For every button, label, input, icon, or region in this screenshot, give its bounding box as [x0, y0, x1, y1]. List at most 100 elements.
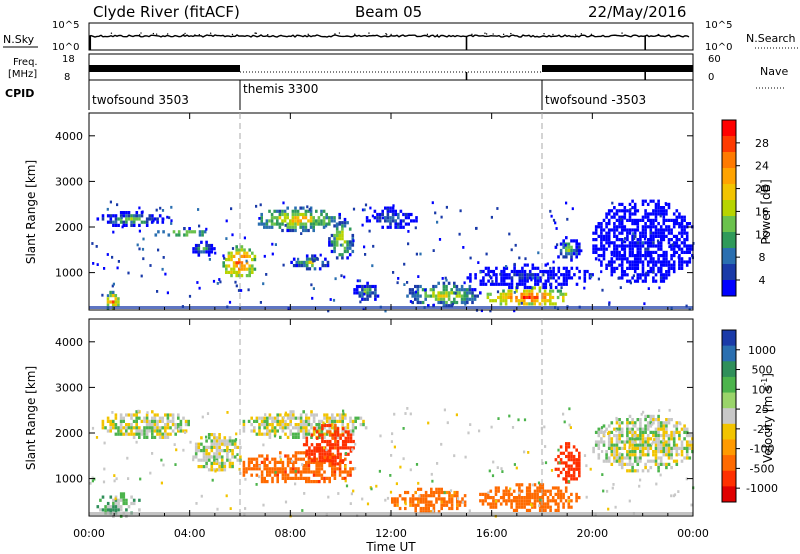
- heat-cell: [657, 231, 660, 235]
- heat-cell: [305, 449, 309, 453]
- heat-cell: [520, 505, 524, 509]
- heat-cell: [639, 453, 642, 457]
- heat-cell: [317, 216, 321, 220]
- heat-cell: [437, 497, 441, 501]
- power-ylabel: Slant Range [km]: [24, 160, 38, 264]
- heat-cell: [654, 215, 658, 219]
- heat-cell: [297, 476, 300, 480]
- power-colorbar-swatch: [722, 184, 736, 201]
- heat-cell: [497, 486, 500, 490]
- heat-cell: [557, 474, 560, 478]
- heat-cell: [138, 214, 141, 218]
- heat-cell: [654, 273, 658, 277]
- heat-cell: [164, 432, 167, 436]
- heat-cell: [536, 486, 539, 490]
- heat-cell: [546, 505, 550, 509]
- heat-cell: [613, 231, 616, 235]
- heat-cell: [618, 244, 621, 248]
- heat-cell: [289, 432, 292, 436]
- freq-trace: [89, 65, 693, 80]
- power-colorbar-swatch: [722, 280, 736, 297]
- heat-cell: [500, 276, 503, 280]
- heat-cell: [640, 412, 643, 416]
- heat-cell: [232, 267, 236, 271]
- heat-cell: [158, 419, 162, 423]
- heat-cell: [347, 430, 350, 434]
- heat-cell: [273, 467, 277, 471]
- heat-cell: [641, 273, 645, 277]
- heat-cell: [550, 214, 553, 218]
- heat-cell: [688, 247, 692, 251]
- heat-cell: [631, 212, 634, 216]
- heat-cell: [326, 452, 329, 456]
- heat-cell: [562, 255, 565, 259]
- heat-cell: [636, 244, 640, 248]
- heat-cell: [626, 234, 629, 238]
- heat-cell: [286, 228, 289, 233]
- heat-cell: [456, 490, 459, 495]
- heat-cell: [442, 304, 446, 308]
- heat-cell: [675, 209, 679, 213]
- heat-cell: [628, 202, 632, 206]
- heat-cell: [284, 423, 287, 427]
- heat-cell: [297, 435, 300, 439]
- heat-cell: [255, 483, 258, 486]
- heat-cell: [318, 467, 321, 471]
- heat-cell: [463, 500, 467, 504]
- heat-cell: [299, 206, 302, 210]
- heat-cell: [557, 266, 561, 270]
- heat-cell: [248, 264, 251, 268]
- heat-cell: [626, 260, 629, 264]
- heat-cell: [645, 271, 648, 275]
- heat-cell: [652, 450, 655, 454]
- heat-cell: [299, 429, 303, 433]
- heat-cell: [297, 426, 300, 430]
- heat-cell: [422, 506, 425, 511]
- heat-cell: [416, 288, 420, 292]
- heat-cell: [654, 250, 658, 254]
- heat-cell: [309, 216, 313, 220]
- heat-cell: [328, 452, 332, 456]
- heat-cell: [326, 455, 329, 460]
- heat-cell: [431, 201, 434, 205]
- heat-cell: [602, 430, 606, 434]
- heat-cell: [268, 467, 272, 471]
- heat-cell: [623, 250, 627, 254]
- heat-cell: [309, 209, 313, 213]
- heat-cell: [286, 222, 289, 226]
- heat-cell: [406, 407, 409, 410]
- heat-cell: [127, 426, 131, 430]
- heat-cell: [397, 216, 400, 220]
- heat-cell: [302, 476, 305, 480]
- heat-cell: [95, 245, 98, 248]
- heat-cell: [602, 247, 606, 251]
- heat-cell: [328, 449, 332, 453]
- heat-cell: [515, 285, 519, 290]
- heat-cell: [675, 430, 679, 434]
- heat-cell: [530, 295, 534, 300]
- heat-cell: [117, 300, 120, 304]
- heat-cell: [138, 432, 141, 436]
- heat-cell: [641, 244, 645, 248]
- heat-cell: [321, 264, 325, 268]
- heat-cell: [685, 260, 689, 264]
- heat-cell: [253, 258, 257, 262]
- heat-cell: [620, 430, 624, 434]
- heat-cell: [363, 292, 366, 296]
- heat-cell: [665, 453, 668, 457]
- heat-cell: [494, 505, 498, 509]
- heat-cell: [240, 245, 244, 249]
- heat-cell: [636, 456, 640, 460]
- heat-cell: [122, 223, 126, 227]
- heat-cell: [475, 227, 478, 230]
- heat-cell: [106, 207, 109, 211]
- heat-cell: [672, 270, 676, 274]
- heat-cell: [585, 495, 588, 499]
- heat-cell: [205, 465, 208, 469]
- heat-cell: [667, 450, 671, 454]
- heat-cell: [146, 411, 149, 414]
- heat-cell: [294, 206, 297, 210]
- heat-cell: [685, 434, 689, 438]
- heat-cell: [641, 199, 645, 203]
- heat-cell: [633, 279, 637, 283]
